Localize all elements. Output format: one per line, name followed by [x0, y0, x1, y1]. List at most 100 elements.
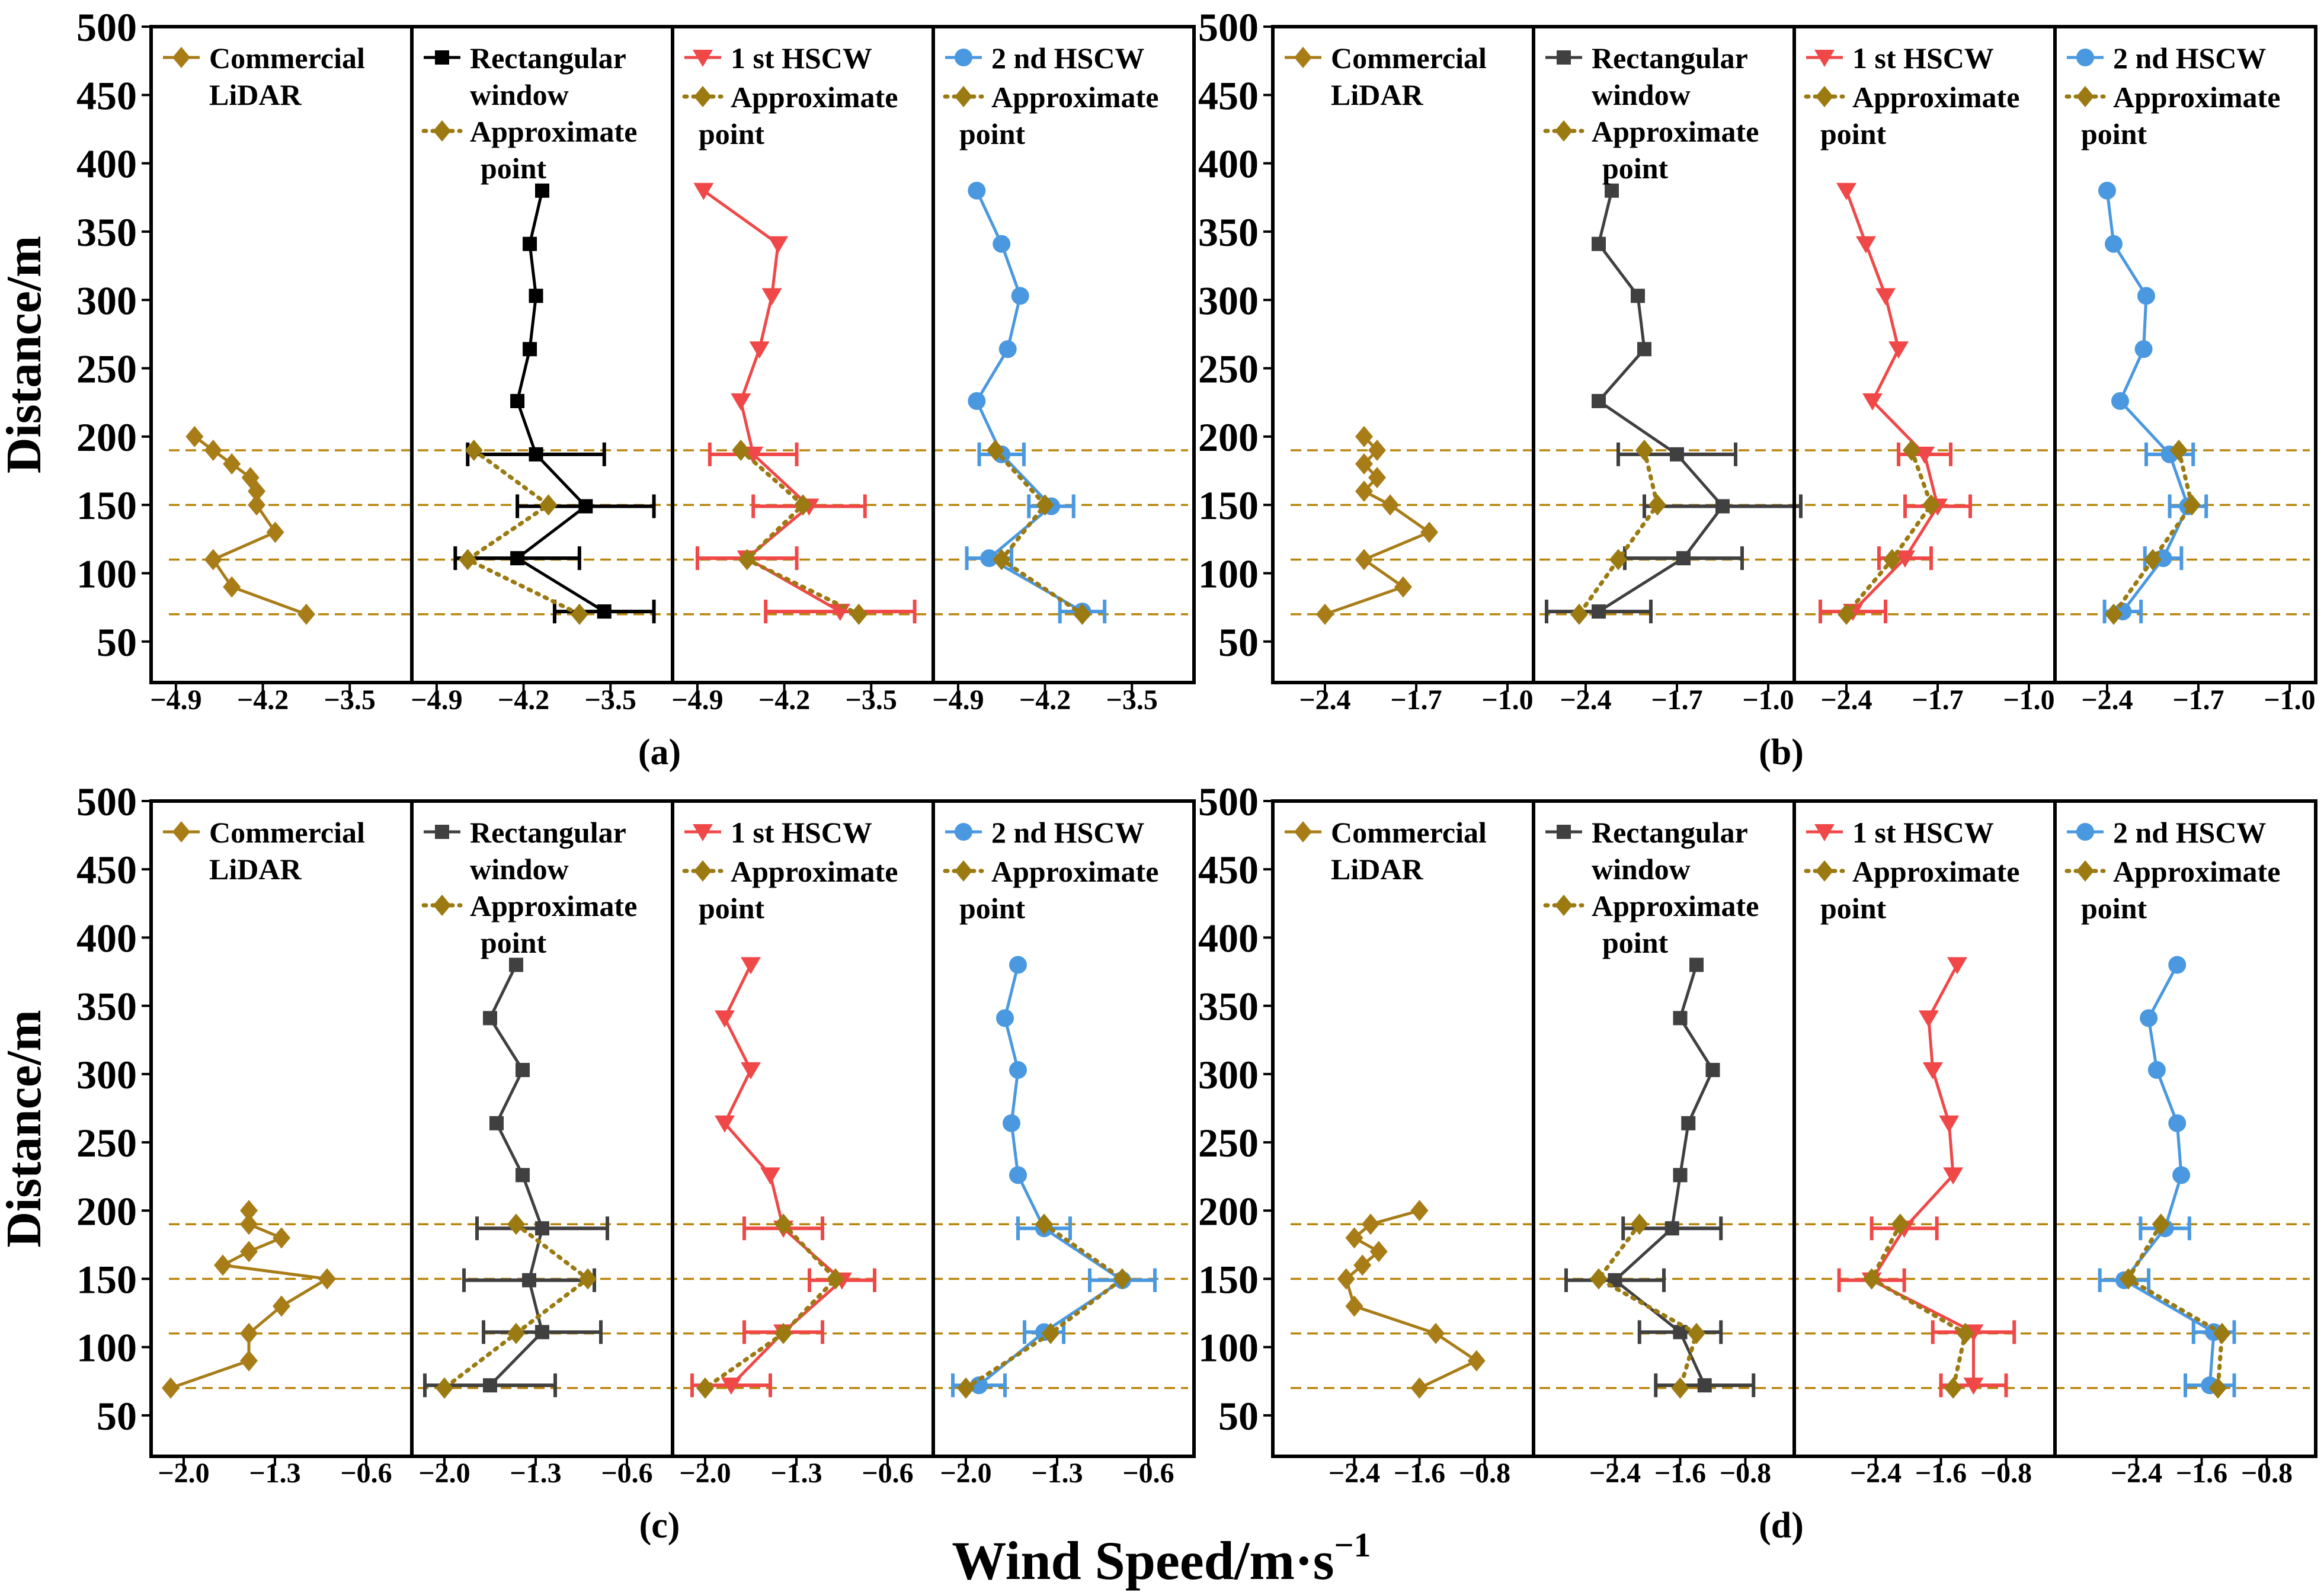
- data-point: [1673, 1011, 1688, 1026]
- x-tick-label: −1.6: [1915, 1458, 1967, 1489]
- subplot-frame: [2053, 799, 2317, 1458]
- y-tick-label: 500: [1198, 5, 1259, 50]
- y-axis-title: Distance/m: [0, 236, 52, 473]
- data-point: [715, 1010, 735, 1028]
- legend-label: LiDAR: [209, 853, 302, 886]
- data-point: [2172, 1166, 2191, 1184]
- x-tick-label: −4.2: [498, 684, 549, 716]
- series-line: [1612, 964, 1715, 1386]
- data-point: [507, 1213, 525, 1235]
- data-point: [248, 481, 266, 502]
- y-axis-title: Distance/m: [0, 236, 52, 473]
- legend-approx-label: Approximate: [1592, 889, 1759, 922]
- legend-label: 1 st HSCW: [731, 41, 872, 75]
- data-point: [732, 439, 750, 461]
- legend-label: 1 st HSCW: [1852, 816, 1994, 849]
- data-point: [273, 1227, 290, 1249]
- data-point: [761, 288, 782, 306]
- data-point: [768, 236, 789, 254]
- data-point: [266, 521, 284, 543]
- legend-approx-marker: [694, 86, 712, 107]
- legend-label: window: [470, 853, 569, 886]
- legend-approx-marker: [955, 860, 972, 882]
- series-line: [2122, 964, 2216, 1386]
- x-tick-label: −1.0: [1481, 684, 1533, 716]
- legend: 2 nd HSCW Approximate point: [2064, 816, 2280, 925]
- data-point: [749, 341, 770, 359]
- legend-approx-label: Approximate: [2113, 855, 2280, 888]
- x-tick-label: −4.9: [671, 684, 723, 716]
- x-tick-label: −0.8: [2241, 1458, 2293, 1489]
- series-line: [1596, 190, 1725, 613]
- approx-series-line: [463, 448, 582, 617]
- data-point: [2213, 1322, 2231, 1344]
- x-tick-label: −0.8: [1459, 1458, 1510, 1489]
- legend-label: Rectangular: [1592, 816, 1748, 849]
- x-tick-label: −0.6: [1122, 1458, 1174, 1489]
- legend-approx-marker: [694, 860, 712, 882]
- data-point: [162, 1377, 180, 1399]
- y-tick-label: 100: [76, 1325, 137, 1370]
- y-tick-label: 50: [1218, 1394, 1259, 1439]
- legend-marker: [172, 821, 190, 843]
- legend-label: window: [1592, 853, 1691, 886]
- data-point: [1355, 453, 1373, 475]
- data-point: [2147, 1061, 2166, 1079]
- series-line: [514, 190, 606, 613]
- data-point: [1381, 494, 1399, 516]
- data-point: [1635, 439, 1653, 461]
- data-point: [721, 1378, 741, 1395]
- legend-label: 1 st HSCW: [1852, 41, 1994, 75]
- x-tick-label: −4.2: [758, 684, 810, 716]
- legend-label: 1 st HSCW: [731, 816, 872, 849]
- data-point: [240, 1213, 258, 1235]
- data-point: [1689, 957, 1704, 972]
- data-point: [223, 576, 241, 598]
- y-tick-label: 200: [76, 1189, 137, 1234]
- data-point: [968, 392, 986, 410]
- data-point: [741, 1062, 761, 1080]
- legend-marker: [1814, 50, 1835, 67]
- legend-approx-marker: [1816, 860, 1833, 882]
- data-point: [535, 1325, 549, 1340]
- x-tick-label: −1.0: [2264, 684, 2315, 716]
- legend-approx-label: Approximate: [731, 81, 898, 114]
- y-tick-label: 400: [76, 915, 137, 960]
- legend-approx-marker: [2076, 86, 2094, 107]
- data-point: [1903, 439, 1920, 461]
- data-point: [986, 439, 1004, 461]
- x-tick-label: −1.7: [2172, 684, 2224, 716]
- data-point: [696, 1377, 714, 1399]
- data-point: [1676, 551, 1691, 566]
- data-point: [297, 603, 315, 625]
- subplot-c-3: −2.0 −1.3 −0.6 2 nd HSCW Approximate point: [931, 799, 1196, 1489]
- x-tick-label: −1.6: [1394, 1458, 1445, 1489]
- y-tick-label: 500: [76, 779, 137, 824]
- y-tick-label: 200: [1198, 1189, 1259, 1234]
- approx-series-line: [1844, 448, 1934, 617]
- data-point: [570, 603, 588, 625]
- approx-series-line: [2111, 448, 2194, 617]
- y-tick-label: 500: [76, 5, 137, 50]
- legend-label: 2 nd HSCW: [991, 41, 1144, 75]
- data-point: [1671, 1377, 1689, 1399]
- y-tick-label: 350: [76, 210, 137, 255]
- legend-approx-label: point: [959, 117, 1026, 150]
- x-tick-label: −1.3: [510, 1458, 561, 1489]
- data-point: [204, 439, 222, 461]
- data-point: [1862, 1268, 1881, 1290]
- data-point: [240, 1350, 258, 1372]
- legend-marker: [1557, 825, 1571, 839]
- data-point: [1420, 521, 1438, 543]
- x-tick-label: −0.6: [601, 1458, 652, 1489]
- x-axis-title-superscript: −1: [1334, 1526, 1371, 1564]
- data-point: [1362, 1213, 1379, 1235]
- data-point: [214, 1254, 232, 1276]
- data-point: [510, 551, 525, 566]
- x-axis-title: Wind Speed/m·s−1: [952, 1526, 1371, 1591]
- data-point: [1427, 1322, 1445, 1344]
- data-point: [2168, 1114, 2187, 1132]
